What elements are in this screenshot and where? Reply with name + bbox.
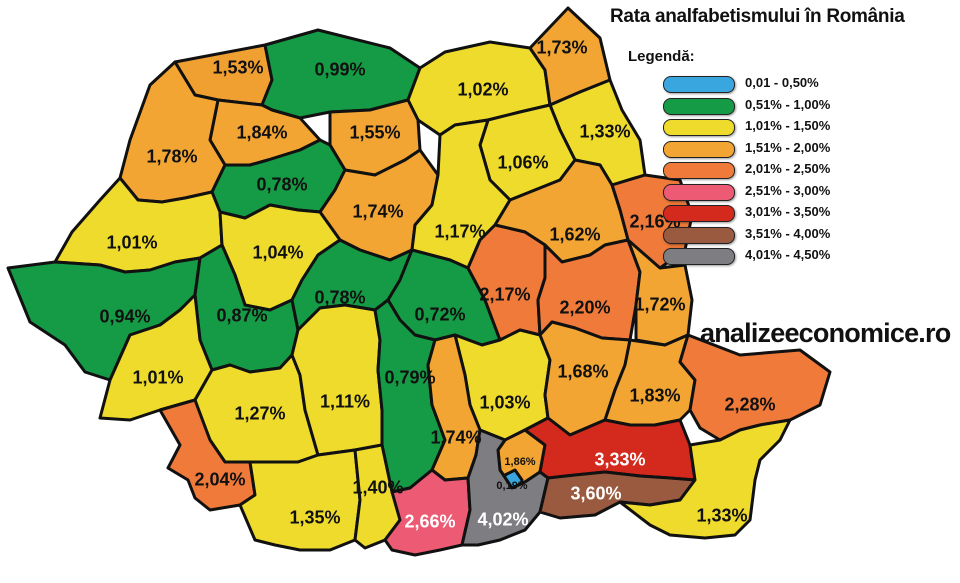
legend-label: 0,51% - 1,00% bbox=[745, 96, 831, 112]
legend-title: Legendă: bbox=[628, 48, 695, 65]
legend-label: 4,01% - 4,50% bbox=[745, 247, 831, 262]
legend-label: 3,51% - 4,00% bbox=[745, 225, 831, 241]
county-value-label: 0,87% bbox=[216, 305, 268, 326]
legend-swatch bbox=[663, 248, 735, 265]
county-value-label: 1,78% bbox=[146, 146, 198, 167]
county-region bbox=[678, 333, 832, 442]
county-value-label: 1,83% bbox=[629, 385, 681, 406]
legend-label: 1,01% - 1,50% bbox=[745, 118, 831, 133]
county-value-label: 1,06% bbox=[497, 152, 549, 173]
county-value-label: 1,74% bbox=[430, 427, 482, 448]
county-value-label: 2,28% bbox=[724, 394, 776, 415]
legend-label: 3,01% - 3,50% bbox=[745, 204, 831, 219]
legend-label: 2,51% - 3,00% bbox=[745, 182, 831, 198]
legend-swatch bbox=[663, 97, 735, 115]
legend-label: 2,01% - 2,50% bbox=[745, 161, 831, 176]
county-value-label: 0,79% bbox=[384, 367, 436, 388]
county-value-label: 1,62% bbox=[549, 224, 601, 245]
county-value-label: 0,78% bbox=[256, 174, 308, 195]
county-value-label: 1,04% bbox=[252, 242, 304, 263]
county-value-label: 4,02% bbox=[477, 509, 529, 530]
county-value-label: 0,78% bbox=[314, 287, 366, 308]
county-value-label: 3,60% bbox=[570, 483, 622, 504]
county-value-label: 1,17% bbox=[434, 221, 486, 242]
county-value-label: 1,02% bbox=[457, 79, 509, 100]
county-value-label: 1,86% bbox=[504, 456, 536, 468]
county-value-label: 2,20% bbox=[559, 297, 611, 318]
legend-swatch bbox=[663, 205, 735, 222]
county-value-label: 0,94% bbox=[99, 306, 151, 327]
county-value-label: 1,01% bbox=[106, 232, 158, 253]
county-value-label: 1,27% bbox=[234, 403, 286, 424]
legend-swatch bbox=[663, 162, 735, 179]
county-value-label: 1,72% bbox=[634, 294, 686, 315]
county-value-label: 1,03% bbox=[479, 392, 531, 413]
county-value-label: 1,01% bbox=[132, 367, 184, 388]
legend-swatch bbox=[663, 183, 735, 201]
county-value-label: 0,72% bbox=[414, 304, 466, 325]
county-region bbox=[460, 428, 550, 547]
county-value-label: 1,84% bbox=[236, 122, 288, 143]
county-value-label: 1,11% bbox=[319, 391, 371, 412]
county-value-label: 1,73% bbox=[536, 37, 588, 58]
county-value-label: 1,40% bbox=[352, 477, 404, 498]
legend-swatch bbox=[663, 76, 735, 93]
county-region bbox=[238, 448, 362, 552]
county-value-label: 0,99% bbox=[314, 59, 366, 80]
county-value-label: 1,35% bbox=[289, 507, 341, 528]
county-value-label: 1,33% bbox=[696, 505, 748, 526]
legend-swatch bbox=[663, 226, 735, 244]
county-value-label: 2,04% bbox=[194, 469, 246, 490]
legend-label: 0,01 - 0,50% bbox=[745, 75, 819, 90]
county-value-label: 2,66% bbox=[404, 511, 456, 532]
county-value-label: 1,33% bbox=[579, 121, 631, 142]
county-value-label: 1,68% bbox=[557, 361, 609, 382]
county-region bbox=[618, 418, 792, 540]
map-title: Rata analfabetismului în România bbox=[610, 6, 905, 27]
county-value-label: 1,74% bbox=[352, 201, 404, 222]
county-value-label: 2,17% bbox=[479, 284, 531, 305]
legend-swatch bbox=[663, 140, 735, 158]
county-value-label: 0,19% bbox=[496, 480, 528, 492]
legend-label: 1,51% - 2,00% bbox=[745, 139, 831, 155]
legend-swatch bbox=[663, 119, 735, 136]
county-value-label: 3,33% bbox=[594, 449, 646, 470]
county-value-label: 1,53% bbox=[212, 57, 264, 78]
site-watermark: analizeeconomice.ro bbox=[700, 318, 951, 348]
county-value-label: 1,55% bbox=[349, 122, 401, 143]
